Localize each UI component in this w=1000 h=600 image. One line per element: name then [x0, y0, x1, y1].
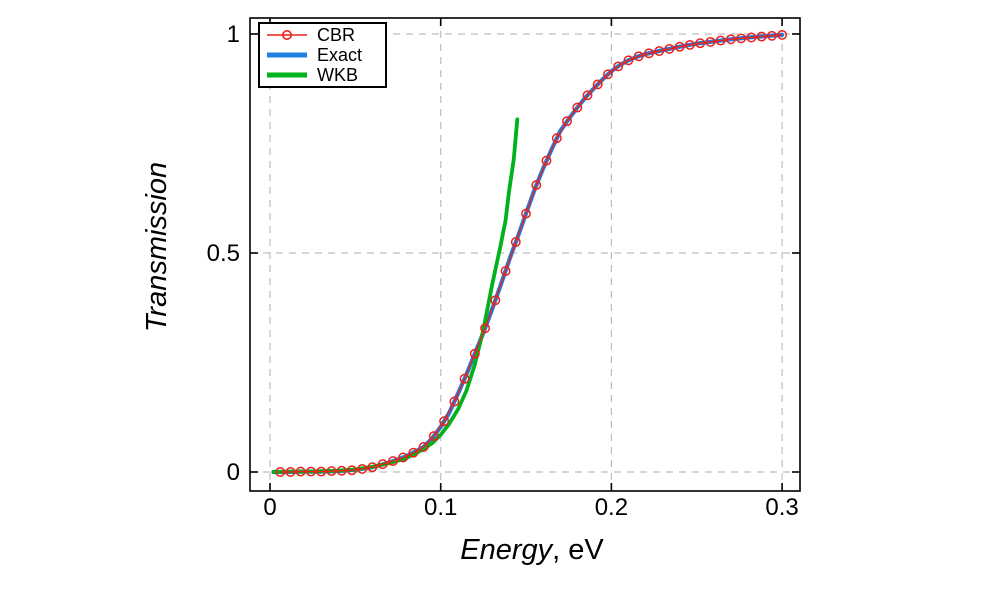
cbr-data-marker — [490, 295, 501, 306]
grid-lines — [250, 18, 800, 491]
cbr-data-marker — [725, 34, 736, 45]
x-tick-label: 0.1 — [424, 494, 457, 521]
cbr-data-marker — [746, 32, 757, 43]
tick-marks — [250, 18, 800, 491]
cbr-data-marker — [346, 465, 357, 476]
cbr-data-marker — [705, 36, 716, 47]
cbr-data-marker — [408, 447, 419, 458]
cbr-data-marker — [736, 33, 747, 44]
cbr-data-marker — [531, 180, 542, 191]
y-tick-label: 1 — [227, 21, 240, 48]
cbr-data-marker — [387, 456, 398, 467]
cbr-data-marker — [275, 467, 286, 477]
cbr-data-marker — [644, 48, 654, 59]
cbr-data-marker — [766, 30, 777, 41]
cbr-data-marker — [603, 69, 613, 80]
legend: CBR Exact WKB — [258, 22, 387, 88]
series-layer — [271, 29, 788, 477]
cbr-data-marker — [306, 466, 316, 477]
cbr-data-marker — [418, 442, 429, 452]
cbr-data-marker — [674, 41, 685, 52]
cbr-data-marker — [613, 61, 624, 72]
cbr-data-marker — [582, 90, 593, 101]
cbr-data-marker — [398, 452, 409, 463]
cbr-data-marker — [572, 102, 583, 113]
cbr-data-marker — [510, 237, 521, 247]
cbr-data-marker — [654, 46, 665, 57]
cbr-data-marker — [377, 459, 388, 470]
legend-item-cbr: CBR — [266, 25, 379, 45]
x-axis-title-units: , eV — [552, 534, 604, 566]
cbr-data-marker — [695, 38, 706, 49]
cbr-data-marker — [623, 55, 634, 66]
cbr-data-marker — [449, 396, 460, 407]
legend-label-exact: Exact — [317, 45, 363, 65]
cbr-data-marker — [295, 466, 306, 477]
cbr-data-marker — [336, 465, 347, 476]
tick-labels: 0 0.1 0.2 0.3 0 0.5 1 — [207, 21, 799, 521]
legend-item-exact: Exact — [266, 45, 379, 65]
cbr-data-marker — [562, 116, 572, 127]
cbr-data-marker — [357, 463, 368, 474]
legend-label-wkb: WKB — [317, 65, 359, 85]
x-tick-label: 0.2 — [595, 494, 628, 521]
x-axis-title: Energy, eV — [460, 534, 604, 566]
series-wkb-line — [271, 117, 520, 474]
cbr-data-marker — [326, 466, 337, 477]
cbr-data-marker — [428, 431, 439, 442]
cbr-data-marker — [521, 208, 531, 219]
cbr-data-marker — [285, 467, 296, 477]
cbr-data-marker — [664, 43, 675, 54]
cbr-data-marker — [756, 31, 767, 42]
x-axis-title-italic: Energy — [460, 534, 553, 566]
cbr-data-marker — [541, 155, 552, 166]
cbr-data-marker — [777, 29, 788, 40]
series-cbr-line — [280, 34, 783, 473]
cbr-data-marker — [367, 462, 378, 473]
x-tick-label: 0 — [263, 494, 276, 521]
cbr-data-marker — [715, 35, 726, 46]
exact-line-icon — [267, 52, 307, 58]
plot-area — [249, 17, 801, 492]
x-tick-label: 0.3 — [765, 494, 798, 521]
cbr-data-marker — [469, 348, 480, 359]
cbr-data-marker — [592, 79, 603, 90]
cbr-data-marker — [316, 466, 327, 477]
legend-label-cbr: CBR — [317, 25, 356, 45]
y-tick-label: 0.5 — [207, 240, 240, 267]
cbr-data-marker — [500, 266, 511, 276]
y-tick-label: 0 — [227, 459, 240, 486]
cbr-line-marker-icon — [267, 30, 307, 40]
cbr-data-marker — [551, 133, 562, 144]
cbr-data-marker — [459, 373, 470, 384]
cbr-data-marker — [480, 323, 491, 334]
legend-item-wkb: WKB — [266, 65, 379, 85]
y-axis-title: Transmission — [141, 162, 173, 332]
cbr-data-marker — [633, 51, 644, 62]
cbr-data-marker — [439, 416, 450, 427]
cbr-data-marker — [684, 39, 695, 50]
wkb-line-icon — [267, 72, 307, 78]
